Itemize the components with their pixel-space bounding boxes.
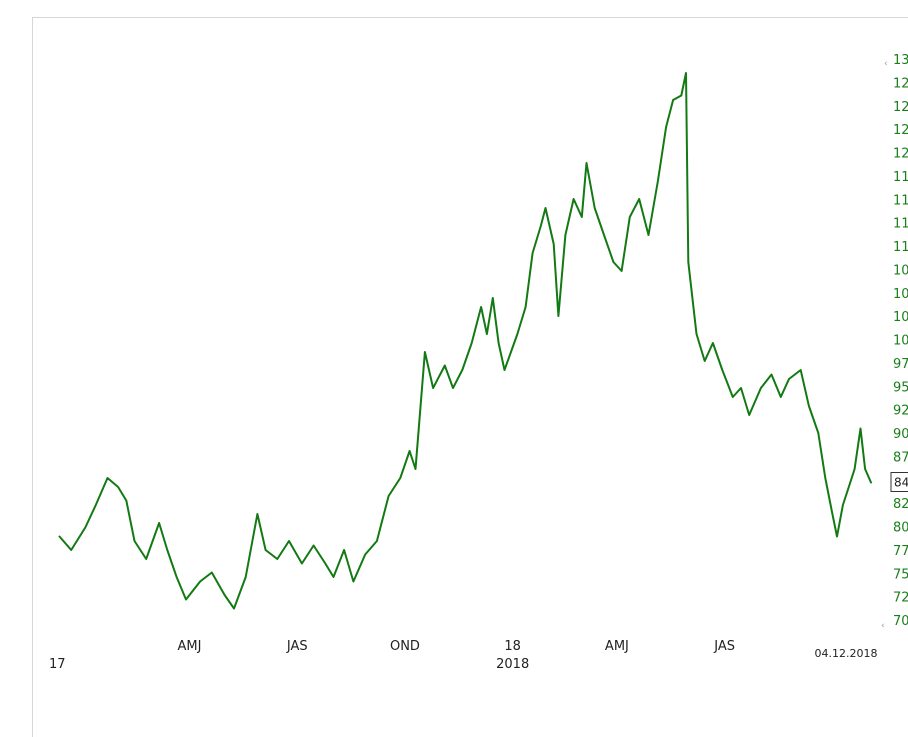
y-tick-label: 97 — [893, 357, 908, 372]
y-tick-label: 11 — [893, 170, 908, 185]
y-tick-label: 90 — [893, 427, 908, 442]
y-tick-label: 11 — [893, 193, 908, 208]
x-tick-label: 17 — [49, 657, 66, 672]
y-tick-label: 80 — [893, 521, 908, 536]
last-value-label: 84 — [894, 476, 908, 490]
x-tick-label: AMJ — [605, 639, 629, 654]
y-tick-label: 13 — [893, 53, 908, 68]
y-tick-label: 75 — [893, 567, 908, 582]
y-tick-label: 10 — [893, 263, 908, 278]
y-tick-label: 92 — [893, 404, 908, 419]
end-date-label: 04.12.2018 — [815, 647, 878, 660]
y-tick-label: 77 — [893, 544, 908, 559]
last-value-box — [890, 472, 908, 492]
year-label: 2018 — [496, 657, 529, 672]
x-tick-label: OND — [390, 639, 420, 654]
chart-frame — [32, 17, 908, 737]
price-line-chart: 1312121212111111111010101097959290878582… — [49, 53, 908, 672]
y-axis-end-mark: ‹ — [881, 621, 885, 631]
y-tick-label: 12 — [893, 147, 908, 162]
y-axis-ticks: 1312121212111111111010101097959290878582… — [881, 53, 908, 631]
x-tick-label: JAS — [713, 639, 735, 654]
y-tick-label: 10 — [893, 310, 908, 325]
y-tick-label: 82 — [893, 497, 908, 512]
y-tick-label: 10 — [893, 287, 908, 302]
y-tick-label: 12 — [893, 76, 908, 91]
x-tick-label: JAS — [286, 639, 308, 654]
y-tick-label: 95 — [893, 380, 908, 395]
y-tick-label: 72 — [893, 591, 908, 606]
x-tick-label: 18 — [504, 639, 521, 654]
y-tick-label: 10 — [893, 334, 908, 349]
price-series-line — [58, 72, 872, 610]
y-axis-end-mark: ‹ — [884, 59, 888, 69]
x-axis-ticks: 17 AMJ JAS OND 18 AMJ JAS — [49, 639, 735, 672]
y-tick-label: 11 — [893, 240, 908, 255]
y-tick-label: 87 — [893, 450, 908, 465]
y-tick-label: 11 — [893, 217, 908, 232]
y-tick-label: 12 — [893, 123, 908, 138]
x-tick-label: AMJ — [178, 639, 202, 654]
y-tick-label: 70 — [893, 614, 908, 629]
y-tick-label: 12 — [893, 100, 908, 115]
